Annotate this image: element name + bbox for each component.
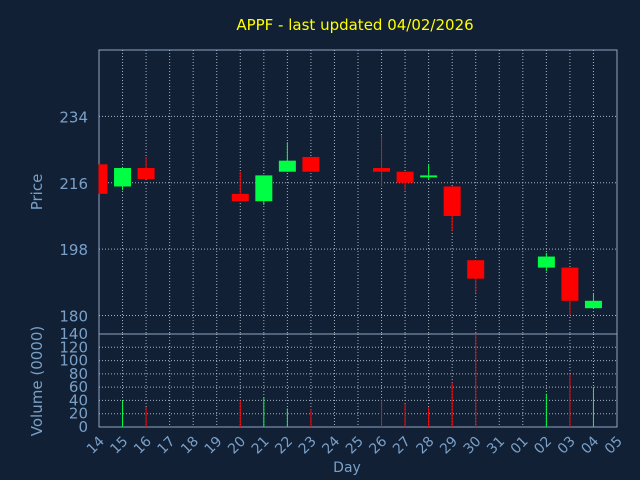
candlestick: [537, 252, 555, 272]
x-tick-label: 03: [555, 434, 579, 458]
x-tick-label: 28: [414, 434, 438, 458]
candle-body: [373, 168, 391, 172]
x-tick-label: 17: [155, 434, 179, 458]
candlestick: [278, 142, 296, 172]
candlestick: [373, 134, 391, 187]
candlestick: [137, 156, 155, 180]
x-tick-label: 29: [437, 434, 461, 458]
x-tick-label: 01: [508, 434, 532, 458]
candle-body: [302, 156, 320, 172]
candle-body: [114, 168, 132, 187]
candlestick: [231, 171, 249, 202]
candle-body: [231, 193, 249, 202]
candlestick: [420, 164, 438, 180]
x-tick-label: 02: [531, 434, 555, 458]
volume-gridlines: [99, 334, 617, 427]
candle-body: [537, 256, 555, 268]
volume-y-tick-label: 100: [59, 352, 88, 370]
candlestick: [467, 260, 485, 294]
candle-body: [255, 175, 273, 202]
x-tick-label: 31: [484, 434, 508, 458]
x-axis-ticks: 14 15 16 17 18 19 20 21 22 23 24 25 26 27 28 29 30 31 01 02…: [84, 433, 626, 457]
volume-y-tick-label: 120: [59, 338, 88, 356]
x-tick-label: 04: [578, 433, 602, 457]
x-tick-label: 30: [461, 434, 485, 458]
x-tick-label: 16: [131, 433, 155, 457]
x-axis-label: Day: [333, 460, 361, 476]
volume-bars: [122, 334, 594, 427]
candle-body: [99, 164, 108, 194]
price-axis-label: Price: [28, 174, 46, 211]
candle-body: [137, 168, 155, 180]
volume-y-tick-label: 60: [69, 378, 88, 396]
price-y-tick-label: 234: [59, 108, 88, 126]
price-y-tick-label: 180: [59, 308, 88, 326]
price-y-ticks: 180 198 216 234: [59, 108, 88, 325]
chart-title: APPF - last updated 04/02/2026: [236, 16, 473, 34]
candlestick: [561, 267, 579, 316]
volume-axis-label: Volume (0000): [28, 326, 46, 436]
x-tick-label: 20: [225, 434, 249, 458]
volume-y-tick-label: 40: [69, 391, 88, 409]
x-tick-label: 18: [178, 434, 202, 458]
x-tick-label: 19: [202, 434, 226, 458]
price-panel: 180 198 216 234 Price: [28, 49, 618, 335]
x-tick-label: 23: [296, 434, 320, 458]
x-tick-label: 27: [390, 434, 414, 458]
x-tick-label: 22: [272, 434, 296, 458]
volume-y-tick-label: 0: [78, 418, 88, 436]
x-tick-label: 14: [84, 433, 108, 457]
candlestick: [302, 156, 320, 172]
x-tick-label: 24: [319, 433, 343, 457]
volume-plot-frame: [98, 333, 618, 428]
x-tick-label: 25: [343, 434, 367, 458]
candlestick: [443, 186, 461, 231]
candle-body: [561, 267, 579, 301]
candle-body: [584, 300, 602, 309]
price-y-tick-label: 198: [59, 241, 88, 259]
x-tick-label: 15: [107, 434, 131, 458]
price-y-tick-label: 216: [59, 175, 88, 193]
candle-body: [467, 260, 485, 279]
candlestick: [584, 293, 602, 309]
candlestick: [396, 171, 414, 191]
x-tick-label: 21: [249, 434, 273, 458]
candlestick: [98, 164, 108, 194]
x-tick-label: 05: [602, 434, 626, 458]
candlestick: [255, 175, 273, 205]
candlesticks: [98, 134, 602, 316]
price-gridlines: [99, 50, 617, 334]
volume-y-tick-label: 80: [69, 365, 88, 383]
candlestick: [114, 168, 132, 191]
candle-body: [443, 186, 461, 216]
x-tick-label: 26: [366, 433, 390, 457]
volume-y-tick-label: 140: [59, 325, 88, 343]
volume-y-tick-label: 20: [69, 405, 88, 423]
candle-body: [278, 160, 296, 172]
candle-body: [396, 171, 414, 183]
candle-body: [420, 175, 438, 178]
